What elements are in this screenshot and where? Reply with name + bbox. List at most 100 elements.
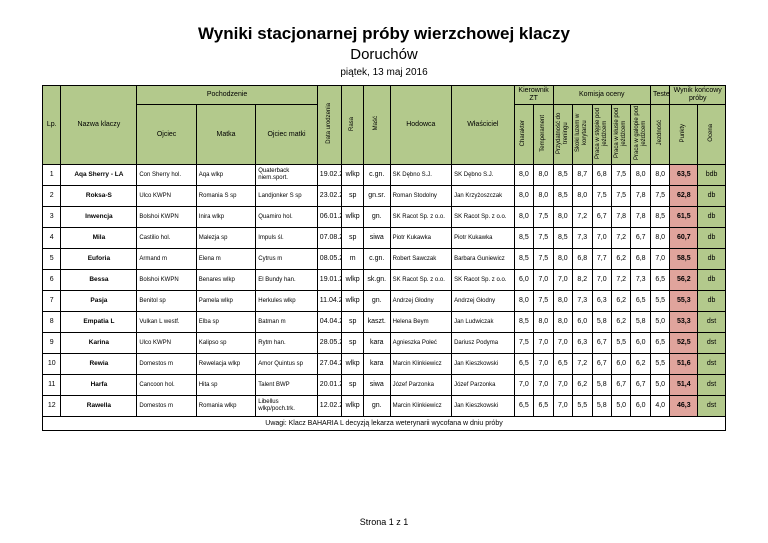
col-header-charakter: Charakter	[513, 104, 535, 166]
table-row: 1 Aqa Sherry - LA Con Sherry hol. Aqa wlkp Q…	[41, 164, 726, 187]
breed-cell: m	[341, 248, 364, 271]
owner-cell: SK Dębno S.J.	[451, 164, 515, 187]
owner-cell: SK Racot Sp. z o.o.	[451, 269, 515, 292]
damsire-cell: Libellus wlkp/poch.trk.	[255, 395, 318, 418]
breeder-cell: Andrzej Głodny	[389, 290, 453, 313]
skoki-cell: 7,2	[572, 353, 593, 376]
mare-name-cell: Pasja	[60, 290, 138, 313]
przydatnosc-cell: 8,5	[552, 227, 574, 250]
dam-cell: Malezja sp	[195, 227, 257, 250]
step-cell: 6,8	[591, 164, 612, 187]
damsire-cell: Rytm han.	[255, 332, 318, 355]
galop-cell: 6,7	[630, 374, 651, 397]
skoki-cell: 7,3	[572, 290, 593, 313]
birthdate-cell: 19.01.2013	[316, 269, 343, 292]
sire-cell: Bolshoi KWPN	[136, 206, 197, 229]
przydatnosc-cell: 7,0	[552, 395, 574, 418]
punkty-cell: 51,4	[669, 374, 699, 397]
birthdate-cell: 07.08.2011	[316, 227, 343, 250]
skoki-cell: 6,8	[572, 248, 593, 271]
charakter-cell: 8,5	[513, 227, 535, 250]
coat-color-cell: siwa	[362, 227, 391, 250]
col-header-punkty-label: Punkty	[680, 123, 687, 143]
col-header-wlasciciel: Właściciel	[451, 84, 515, 166]
charakter-cell: 8,0	[513, 164, 535, 187]
charakter-cell: 6,5	[513, 353, 535, 376]
charakter-cell: 7,5	[513, 332, 535, 355]
col-header-ocena: Ocena	[697, 104, 726, 166]
step-cell: 7,0	[591, 269, 612, 292]
birthdate-cell: 08.05.2009	[316, 248, 343, 271]
mare-name-cell: Empatia L	[60, 311, 138, 334]
table-row: 12 Rawella Domestos m Romania wlkp Libellus …	[41, 395, 726, 418]
przydatnosc-cell: 8,0	[552, 248, 574, 271]
skoki-cell: 8,0	[572, 185, 593, 208]
breed-cell: wlkp	[341, 290, 364, 313]
galop-cell: 6,7	[630, 227, 651, 250]
przydatnosc-cell: 8,5	[552, 164, 574, 187]
temperament-cell: 8,0	[533, 311, 554, 334]
mare-name-cell: Euforia	[60, 248, 138, 271]
sire-cell: Cancoon hol.	[136, 374, 197, 397]
klus-cell: 6,2	[610, 290, 632, 313]
coat-color-cell: gn.	[362, 206, 391, 229]
przydatnosc-cell: 7,0	[552, 374, 574, 397]
ocena-cell: dst	[697, 311, 726, 334]
table-header: Lp. Nazwa klaczy Pochodzenie Data urodze…	[41, 84, 726, 166]
damsire-cell: Quamiro hol.	[255, 206, 318, 229]
jezdnosc-cell: 8,5	[649, 206, 671, 229]
klus-cell: 6,7	[610, 374, 632, 397]
page-number: Strona 1 z 1	[359, 517, 409, 527]
coat-color-cell: c.gn.	[362, 164, 391, 187]
group-header-kierownik-zt: Kierownik ZT	[513, 84, 554, 106]
klus-cell: 7,5	[610, 164, 632, 187]
step-cell: 6,7	[591, 206, 612, 229]
przydatnosc-cell: 7,0	[552, 269, 574, 292]
page-title: Wyniki stacjonarnej próby wierzchowej kl…	[198, 24, 570, 43]
jezdnosc-cell: 4,0	[649, 395, 671, 418]
lp-cell: 10	[41, 353, 62, 376]
skoki-cell: 7,2	[572, 206, 593, 229]
przydatnosc-cell: 8,0	[552, 290, 574, 313]
step-cell: 7,5	[591, 185, 612, 208]
ocena-cell: db	[697, 227, 726, 250]
note-row: Uwagi: Klacz BAHARIA L decyzją lekarza w…	[42, 416, 726, 432]
group-header-wynik-koncowy: Wynik końcowy próby	[669, 84, 726, 106]
galop-cell: 7,3	[630, 269, 651, 292]
damsire-cell: Cytrus m	[255, 248, 318, 271]
skoki-cell: 8,2	[572, 269, 593, 292]
step-cell: 5,8	[591, 374, 612, 397]
damsire-cell: El Bundy han.	[255, 269, 318, 292]
table-row: 11 Harfa Cancoon hol. Hita sp Talent BWP 20.0…	[41, 374, 726, 397]
ocena-cell: db	[697, 185, 726, 208]
sire-cell: Benitol sp	[136, 290, 197, 313]
mare-name-cell: Mila	[60, 227, 138, 250]
lp-cell: 9	[41, 332, 62, 355]
przydatnosc-cell: 8,0	[552, 206, 574, 229]
group-header-komisja-oceny: Komisja oceny	[552, 84, 651, 106]
coat-color-cell: gn.	[362, 290, 391, 313]
col-header-hodowca: Hodowca	[389, 84, 453, 166]
sire-cell: Domestos m	[136, 395, 197, 418]
skoki-cell: 6,0	[572, 311, 593, 334]
przydatnosc-cell: 8,0	[552, 311, 574, 334]
punkty-cell: 62,8	[669, 185, 699, 208]
skoki-cell: 5,5	[572, 395, 593, 418]
birthdate-cell: 20.01.2011	[316, 374, 343, 397]
charakter-cell: 8,0	[513, 185, 535, 208]
col-header-skoki-label: Skoki luzem w korytarzu	[575, 113, 589, 153]
breed-cell: wlkp	[341, 269, 364, 292]
damsire-cell: Quaterback niem.sport.	[255, 164, 318, 187]
coat-color-cell: gn.	[362, 395, 391, 418]
mare-name-cell: Roksa-S	[60, 185, 138, 208]
step-cell: 7,7	[591, 248, 612, 271]
skoki-cell: 6,2	[572, 374, 593, 397]
breeder-cell: Józef Parzonka	[389, 374, 453, 397]
col-header-temperament-label: Temperament	[539, 114, 546, 152]
charakter-cell: 6,5	[513, 395, 535, 418]
ocena-cell: dst	[697, 374, 726, 397]
jezdnosc-cell: 6,5	[649, 332, 671, 355]
mare-name-cell: Aqa Sherry - LA	[60, 164, 138, 187]
col-header-ojciec: Ojciec	[136, 104, 197, 166]
